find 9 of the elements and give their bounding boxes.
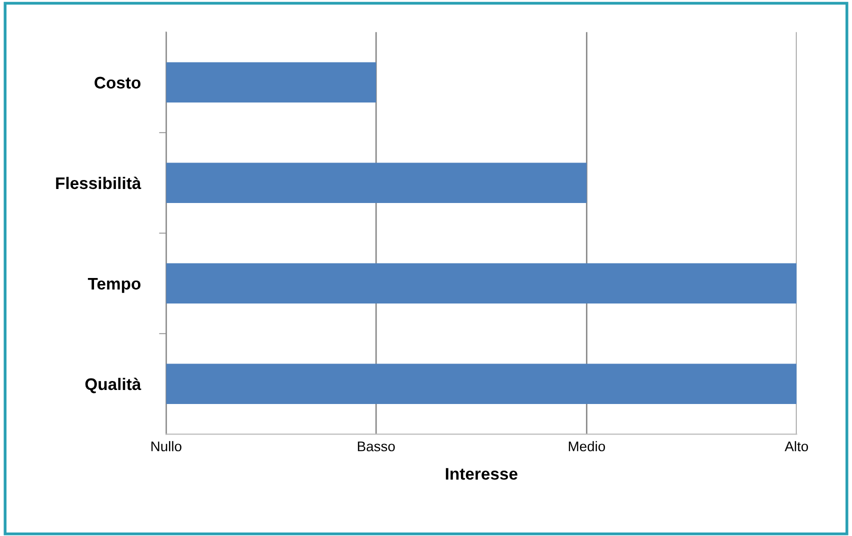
y-tick-label: Tempo: [88, 278, 140, 293]
ref-line-label: Alto: [784, 441, 808, 452]
y-tick-label: Qualità: [85, 378, 142, 394]
x-axis-title: Interesse: [446, 468, 518, 480]
ref-line-label: Nullo: [151, 441, 182, 452]
y-tick-label: Flessibilità: [56, 176, 142, 190]
ref-line-label: Medio: [568, 441, 606, 452]
y-tick-label: Costo: [94, 76, 140, 89]
ref-line-label: Basso: [358, 442, 395, 452]
